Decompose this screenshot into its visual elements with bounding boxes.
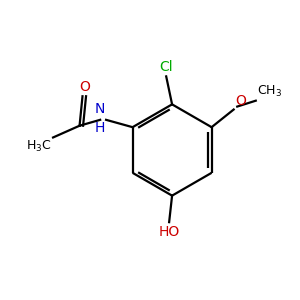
Text: O: O bbox=[235, 94, 246, 108]
Text: H: H bbox=[94, 121, 105, 135]
Text: O: O bbox=[79, 80, 90, 94]
Text: HO: HO bbox=[158, 225, 180, 239]
Text: N: N bbox=[94, 102, 105, 116]
Text: H$_3$C: H$_3$C bbox=[26, 139, 52, 154]
Text: CH$_3$: CH$_3$ bbox=[257, 84, 282, 99]
Text: Cl: Cl bbox=[159, 60, 173, 74]
